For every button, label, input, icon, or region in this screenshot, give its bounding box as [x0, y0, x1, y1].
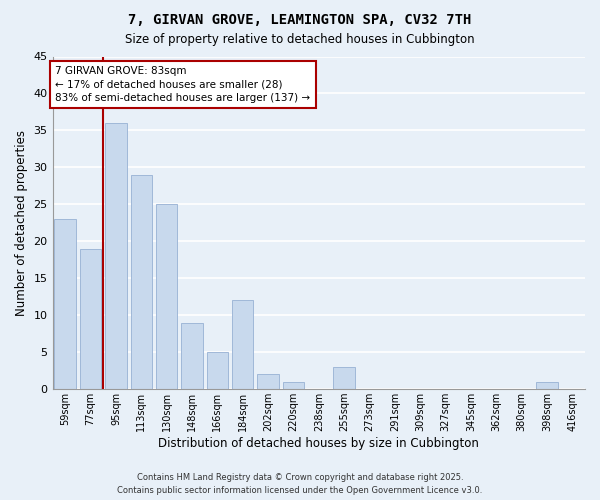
Bar	[55, 219, 76, 389]
Y-axis label: Number of detached properties: Number of detached properties	[15, 130, 28, 316]
Bar	[334, 367, 355, 389]
Bar	[232, 300, 253, 389]
Bar	[257, 374, 279, 389]
Text: 7, GIRVAN GROVE, LEAMINGTON SPA, CV32 7TH: 7, GIRVAN GROVE, LEAMINGTON SPA, CV32 7T…	[128, 12, 472, 26]
Bar	[206, 352, 228, 389]
Bar	[105, 123, 127, 389]
Bar	[536, 382, 558, 389]
Bar	[131, 175, 152, 389]
Bar	[80, 248, 101, 389]
Bar	[283, 382, 304, 389]
Bar	[156, 204, 178, 389]
X-axis label: Distribution of detached houses by size in Cubbington: Distribution of detached houses by size …	[158, 437, 479, 450]
Text: Size of property relative to detached houses in Cubbington: Size of property relative to detached ho…	[125, 32, 475, 46]
Text: 7 GIRVAN GROVE: 83sqm
← 17% of detached houses are smaller (28)
83% of semi-deta: 7 GIRVAN GROVE: 83sqm ← 17% of detached …	[55, 66, 310, 103]
Bar	[181, 322, 203, 389]
Text: Contains HM Land Registry data © Crown copyright and database right 2025.
Contai: Contains HM Land Registry data © Crown c…	[118, 474, 482, 495]
